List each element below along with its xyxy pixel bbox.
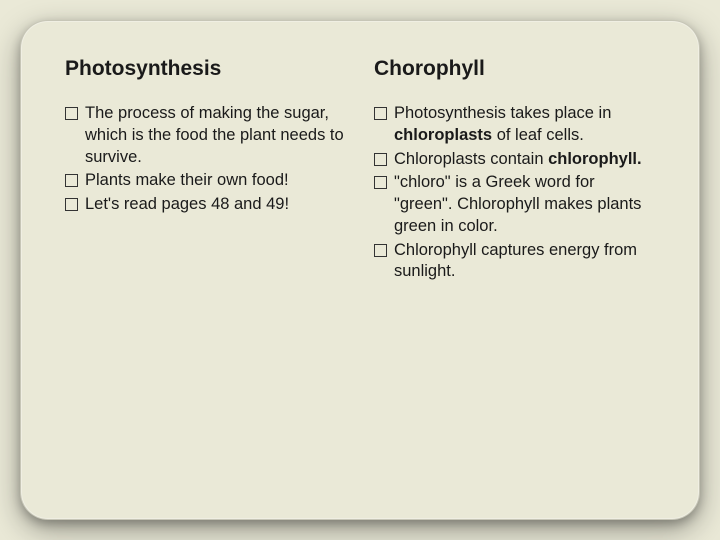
left-column: Photosynthesis The process of making the… bbox=[65, 57, 346, 285]
text-run: Photosynthesis takes place in bbox=[394, 104, 611, 122]
text-run: Let's read pages 48 and 49! bbox=[85, 195, 289, 213]
list-item: Let's read pages 48 and 49! bbox=[65, 194, 346, 216]
list-item: Chloroplasts contain chlorophyll. bbox=[374, 149, 655, 171]
left-bullet-list: The process of making the sugar, which i… bbox=[65, 103, 346, 216]
right-column-title: Chorophyll bbox=[374, 57, 655, 81]
text-run: of leaf cells. bbox=[492, 126, 584, 144]
text-run: Chloroplasts contain bbox=[394, 150, 548, 168]
text-run: Plants make their own food! bbox=[85, 171, 289, 189]
right-bullet-list: Photosynthesis takes place in chloroplas… bbox=[374, 103, 655, 283]
list-item: Plants make their own food! bbox=[65, 170, 346, 192]
list-item: Photosynthesis takes place in chloroplas… bbox=[374, 103, 655, 147]
text-run: The process of making the sugar, which i… bbox=[85, 104, 344, 166]
right-column: Chorophyll Photosynthesis takes place in… bbox=[374, 57, 655, 285]
slide: Photosynthesis The process of making the… bbox=[20, 20, 700, 520]
left-column-title: Photosynthesis bbox=[65, 57, 346, 81]
list-item: The process of making the sugar, which i… bbox=[65, 103, 346, 168]
two-column-layout: Photosynthesis The process of making the… bbox=[65, 57, 655, 285]
text-run: "chloro" is a Greek word for "green". Ch… bbox=[394, 173, 641, 235]
bold-text: chlorophyll. bbox=[548, 150, 642, 168]
list-item: Chlorophyll captures energy from sunligh… bbox=[374, 240, 655, 284]
list-item: "chloro" is a Greek word for "green". Ch… bbox=[374, 172, 655, 237]
bold-text: chloroplasts bbox=[394, 126, 492, 144]
text-run: Chlorophyll captures energy from sunligh… bbox=[394, 241, 637, 281]
